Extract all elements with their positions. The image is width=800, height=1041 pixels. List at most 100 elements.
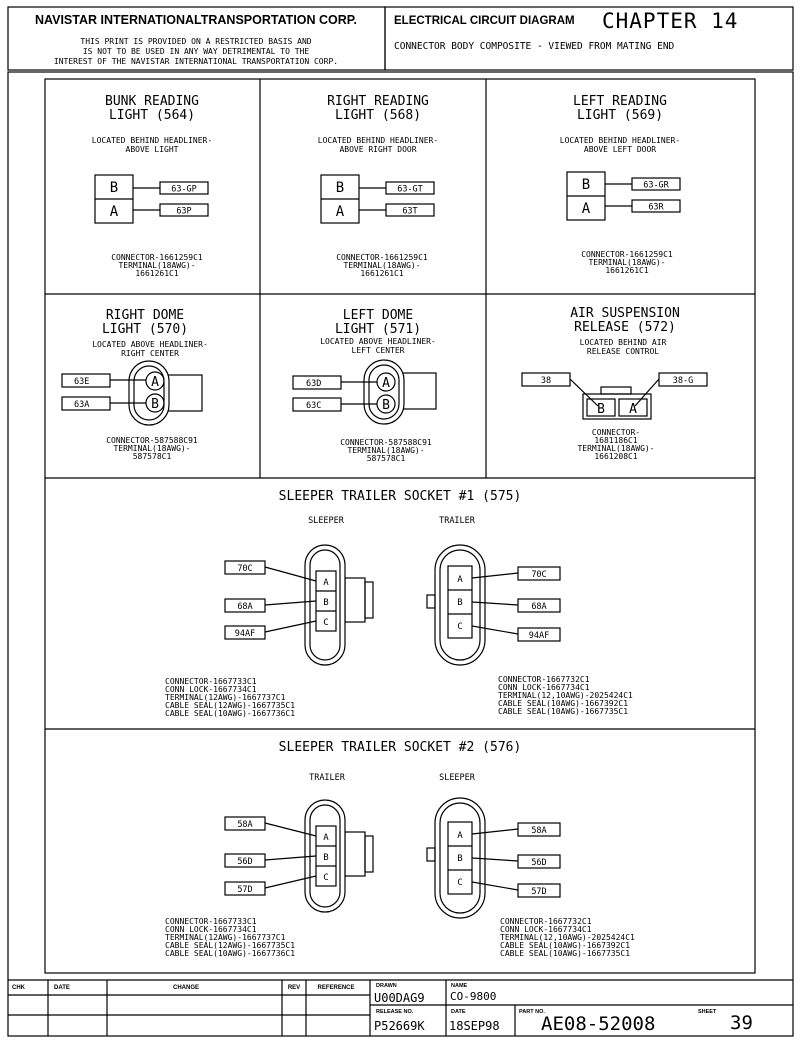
panel-title-line-1: RIGHT DOME — [106, 308, 184, 323]
pin-a: A — [323, 578, 329, 588]
panel-title-line-1: LEFT READING — [573, 94, 667, 109]
wire-label: 63-GR — [643, 181, 669, 191]
wire-label: 68A — [531, 602, 546, 612]
part-line-5: CABLE SEAL(10AWG)-1667736C1 — [165, 949, 295, 958]
part-no-value: AE08-52008 — [541, 1013, 655, 1035]
part-line-1: CONNECTOR-1661259C1 — [336, 253, 428, 262]
trailer-label: TRAILER — [439, 516, 476, 526]
part-line-4: CABLE SEAL(12AWG)-1667735C1 — [165, 701, 295, 710]
change-label: CHANGE — [173, 985, 199, 991]
part-line-4: CABLE SEAL(10AWG)-1667392C1 — [500, 941, 630, 950]
notice-line-1: THIS PRINT IS PROVIDED ON A RESTRICTED B… — [80, 37, 311, 46]
panel-title-line-1: AIR SUSPENSION — [570, 306, 680, 321]
pin-a: A — [151, 375, 159, 390]
location-line-1: LOCATED BEHIND AIR — [580, 338, 667, 347]
rev-label: REV — [288, 985, 300, 991]
wire-label: 63P — [176, 207, 191, 217]
panel-left-dome-light: LEFT DOME LIGHT (571) LOCATED ABOVE HEAD… — [292, 308, 437, 463]
part-line-4: CABLE SEAL(10AWG)-1667392C1 — [498, 699, 628, 708]
date2-label: DATE — [451, 1009, 466, 1015]
panel-title-line-2: LIGHT (564) — [109, 108, 195, 123]
part-line-3: TERMINAL(12AWG)-1667737C1 — [165, 693, 286, 702]
part-line-2: CONN LOCK-1667734C1 — [165, 685, 257, 694]
panel-title-line-2: LIGHT (571) — [335, 322, 421, 337]
location-line-1: LOCATED BEHIND HEADLINER- — [318, 136, 438, 145]
panel-air-suspension-release: AIR SUSPENSION RELEASE (572) LOCATED BEH… — [521, 306, 708, 461]
release-value: P52669K — [374, 1019, 425, 1033]
panel-title-line-2: LIGHT (570) — [102, 322, 188, 337]
pin-b: B — [151, 397, 159, 412]
part-line-3: 1661261C1 — [605, 266, 649, 275]
date-label: DATE — [54, 985, 70, 991]
wire-label: 56D — [237, 857, 252, 867]
part-line-3: TERMINAL(12,10AWG)-2025424C1 — [500, 933, 635, 942]
part-line-1: CONNECTOR-1667733C1 — [165, 677, 257, 686]
part-line-1: CONNECTOR-587588C91 — [340, 438, 432, 447]
panel-title-line-2: RELEASE (572) — [574, 320, 676, 335]
sleeper-trailer-socket-1: SLEEPER TRAILER SOCKET #1 (575) SLEEPER … — [165, 489, 633, 718]
pin-c: C — [457, 878, 462, 888]
location-line-1: LOCATED BEHIND HEADLINER- — [92, 136, 212, 145]
part-line-3: 1661261C1 — [135, 269, 179, 278]
location-line-1: LOCATED ABOVE HEADLINER- — [92, 340, 208, 349]
wire-label: 63R — [648, 203, 664, 213]
connector-body — [304, 544, 346, 666]
part-line-3: 587578C1 — [367, 454, 406, 463]
location-line-1: LOCATED ABOVE HEADLINER- — [320, 337, 436, 346]
reference-label: REFERENCE — [317, 985, 354, 991]
pin-a: A — [582, 201, 591, 217]
wire-label: 57D — [237, 885, 252, 895]
location-line-2: RIGHT CENTER — [121, 349, 179, 358]
wire-label: 63D — [306, 379, 321, 389]
company-name: NAVISTAR INTERNATIONALTRANSPORTATION COR… — [35, 13, 357, 27]
pin-b: B — [457, 598, 462, 608]
diagram-title: ELECTRICAL CIRCUIT DIAGRAM — [394, 15, 575, 27]
location-line-2: ABOVE RIGHT DOOR — [339, 145, 416, 154]
pin-b: B — [582, 177, 590, 193]
chapter-label: CHAPTER 14 — [602, 9, 738, 33]
pin-c: C — [323, 873, 328, 883]
part-no-label: PART NO. — [519, 1009, 545, 1015]
connector-body — [434, 544, 486, 666]
part-line-1: CONNECTOR-587588C91 — [106, 436, 198, 445]
wire-label: 63-GP — [171, 185, 197, 195]
wire-label: 63-GT — [397, 185, 423, 195]
part-line-1: CONNECTOR-1667732C1 — [500, 917, 592, 926]
pin-b: B — [323, 853, 328, 863]
part-line-1: CONNECTOR- — [592, 428, 640, 437]
sheet-label: SHEET — [698, 1009, 717, 1015]
sheet-value: 39 — [730, 1012, 753, 1034]
part-line-4: 1661208C1 — [594, 452, 638, 461]
socket-title: SLEEPER TRAILER SOCKET #2 (576) — [279, 740, 522, 755]
wire-label: 68A — [237, 602, 252, 612]
panel-left-reading-light: LEFT READING LIGHT (569) LOCATED BEHIND … — [560, 94, 681, 275]
part-line-4: CABLE SEAL(12AWG)-1667735C1 — [165, 941, 295, 950]
panel-right-dome-light: RIGHT DOME LIGHT (570) LOCATED ABOVE HEA… — [61, 308, 208, 461]
panel-right-reading-light: RIGHT READING LIGHT (568) LOCATED BEHIND… — [318, 94, 438, 278]
wire-label: 38 — [541, 376, 551, 386]
part-line-2: CONN LOCK-1667734C1 — [500, 925, 592, 934]
connector-body — [582, 393, 652, 420]
location-line-1: LOCATED BEHIND HEADLINER- — [560, 136, 680, 145]
part-line-5: CABLE SEAL(10AWG)-1667735C1 — [500, 949, 630, 958]
wire-label: 70C — [531, 570, 546, 580]
pin-a: A — [629, 402, 637, 417]
pin-b: B — [457, 854, 462, 864]
panel-title-line-1: LEFT DOME — [343, 308, 413, 323]
sleeper-trailer-socket-2: SLEEPER TRAILER SOCKET #2 (576) TRAILER … — [165, 740, 635, 958]
part-line-1: CONNECTOR-1661259C1 — [581, 250, 673, 259]
part-line-2: TERMINAL(18AWG)- — [118, 261, 195, 270]
chk-label: CHK — [12, 985, 26, 991]
connector-body — [363, 359, 405, 425]
connector-body — [128, 360, 170, 426]
pin-c: C — [457, 622, 462, 632]
panel-title-line-2: LIGHT (568) — [335, 108, 421, 123]
wire-label: 57D — [531, 887, 546, 897]
name-label: NAME — [451, 983, 468, 989]
wire-label: 63T — [402, 207, 417, 217]
drawn-label: DRAWN — [376, 983, 397, 989]
connector-body — [304, 799, 346, 913]
wire-label: 70C — [237, 564, 252, 574]
panel-title-line-1: RIGHT READING — [327, 94, 429, 109]
